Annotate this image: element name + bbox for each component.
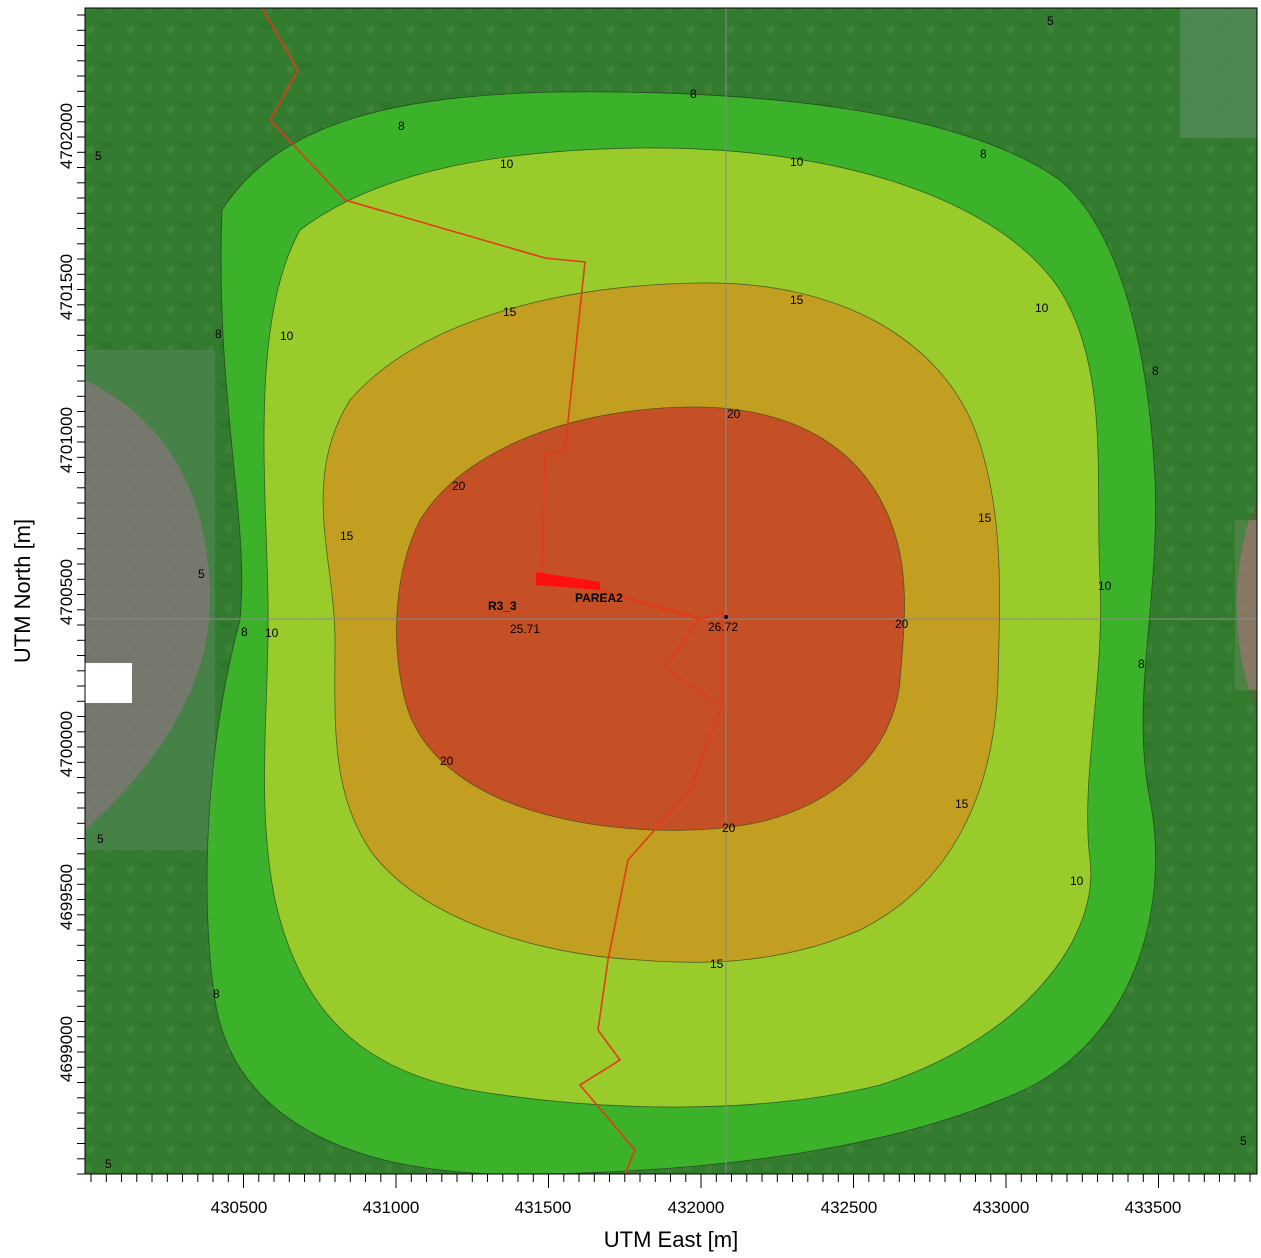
contour-label: 10	[1035, 301, 1049, 315]
contour-label: 5	[95, 149, 102, 163]
contour-label: 8	[690, 87, 697, 101]
contour-label: 5	[1047, 14, 1054, 28]
contour-label: 10	[790, 155, 804, 169]
y-tick-label: 4700500	[57, 559, 76, 625]
contour-label: 5	[198, 567, 205, 581]
y-axis-ticks	[77, 14, 85, 1175]
contour-label: 8	[213, 987, 220, 1001]
contour-label: 8	[241, 625, 248, 639]
contour-lines	[206, 91, 1157, 1174]
y-axis-title: UTM North [m]	[10, 519, 35, 663]
contour-label: 8	[1138, 657, 1145, 671]
contour-label: 20	[440, 754, 454, 768]
y-tick-label: 4699000	[57, 1016, 76, 1082]
grid-lines	[85, 8, 1257, 1174]
contour-label: 10	[1070, 874, 1084, 888]
x-axis-tick-labels: 430500 431000 431500 432000 432500 43300…	[211, 1198, 1182, 1217]
source-area-parea2	[536, 572, 600, 590]
map-plot-area: R3_3 25.71 PAREA2 26.72 5 5 5 5 5 5 8 8 …	[85, 8, 1257, 1174]
receptor-value: 25.71	[510, 622, 540, 636]
contour-label: 8	[1152, 364, 1159, 378]
contour-label: 15	[503, 305, 517, 319]
nodata-block-west	[85, 663, 132, 703]
x-tick-label: 430500	[211, 1198, 268, 1217]
x-tick-label: 432000	[668, 1198, 725, 1217]
source-area-outline	[599, 589, 721, 706]
contour-label: 20	[722, 821, 736, 835]
max-point-marker	[724, 615, 728, 619]
y-tick-label: 4700000	[57, 711, 76, 777]
x-tick-label: 432500	[821, 1198, 878, 1217]
basemap-east-urban	[1235, 520, 1257, 690]
receptor-label: R3_3	[488, 599, 517, 613]
y-tick-label: 4699500	[57, 864, 76, 930]
max-value-label: 26.72	[708, 620, 738, 634]
contour-label: 5	[97, 832, 104, 846]
contour-label: 5	[105, 1157, 112, 1171]
area-label: PAREA2	[575, 591, 623, 605]
y-axis-tick-labels: 4702000 4701500 4701000 4700500 4700000 …	[57, 103, 76, 1082]
x-tick-label: 433000	[973, 1198, 1030, 1217]
x-axis-title: UTM East [m]	[604, 1227, 738, 1252]
x-tick-label: 431500	[515, 1198, 572, 1217]
contour-label: 5	[1240, 1134, 1247, 1148]
contour-label: 20	[895, 617, 909, 631]
contour-labels: 5 5 5 5 5 5 8 8 8 8 8 8 8 8 10 10 10 10 …	[95, 14, 1247, 1171]
contour-label: 10	[280, 329, 294, 343]
contour-label: 20	[452, 479, 466, 493]
y-tick-label: 4702000	[57, 103, 76, 169]
contour-label: 15	[955, 797, 969, 811]
contour-label: 8	[398, 119, 405, 133]
x-tick-label: 431000	[363, 1198, 420, 1217]
contour-label: 10	[265, 626, 279, 640]
contour-label: 15	[340, 529, 354, 543]
x-tick-label: 433500	[1125, 1198, 1182, 1217]
x-axis-ticks	[90, 1174, 1251, 1188]
contour-label: 10	[500, 157, 514, 171]
contour-label: 20	[727, 407, 741, 421]
y-tick-label: 4701000	[57, 407, 76, 473]
contour-label: 15	[710, 957, 724, 971]
contour-label: 8	[980, 147, 987, 161]
contour-label: 15	[978, 511, 992, 525]
contour-label: 8	[215, 327, 222, 341]
route-line	[261, 8, 723, 1174]
y-tick-label: 4701500	[57, 254, 76, 320]
contour-label: 10	[1098, 579, 1112, 593]
contour-label: 15	[790, 293, 804, 307]
